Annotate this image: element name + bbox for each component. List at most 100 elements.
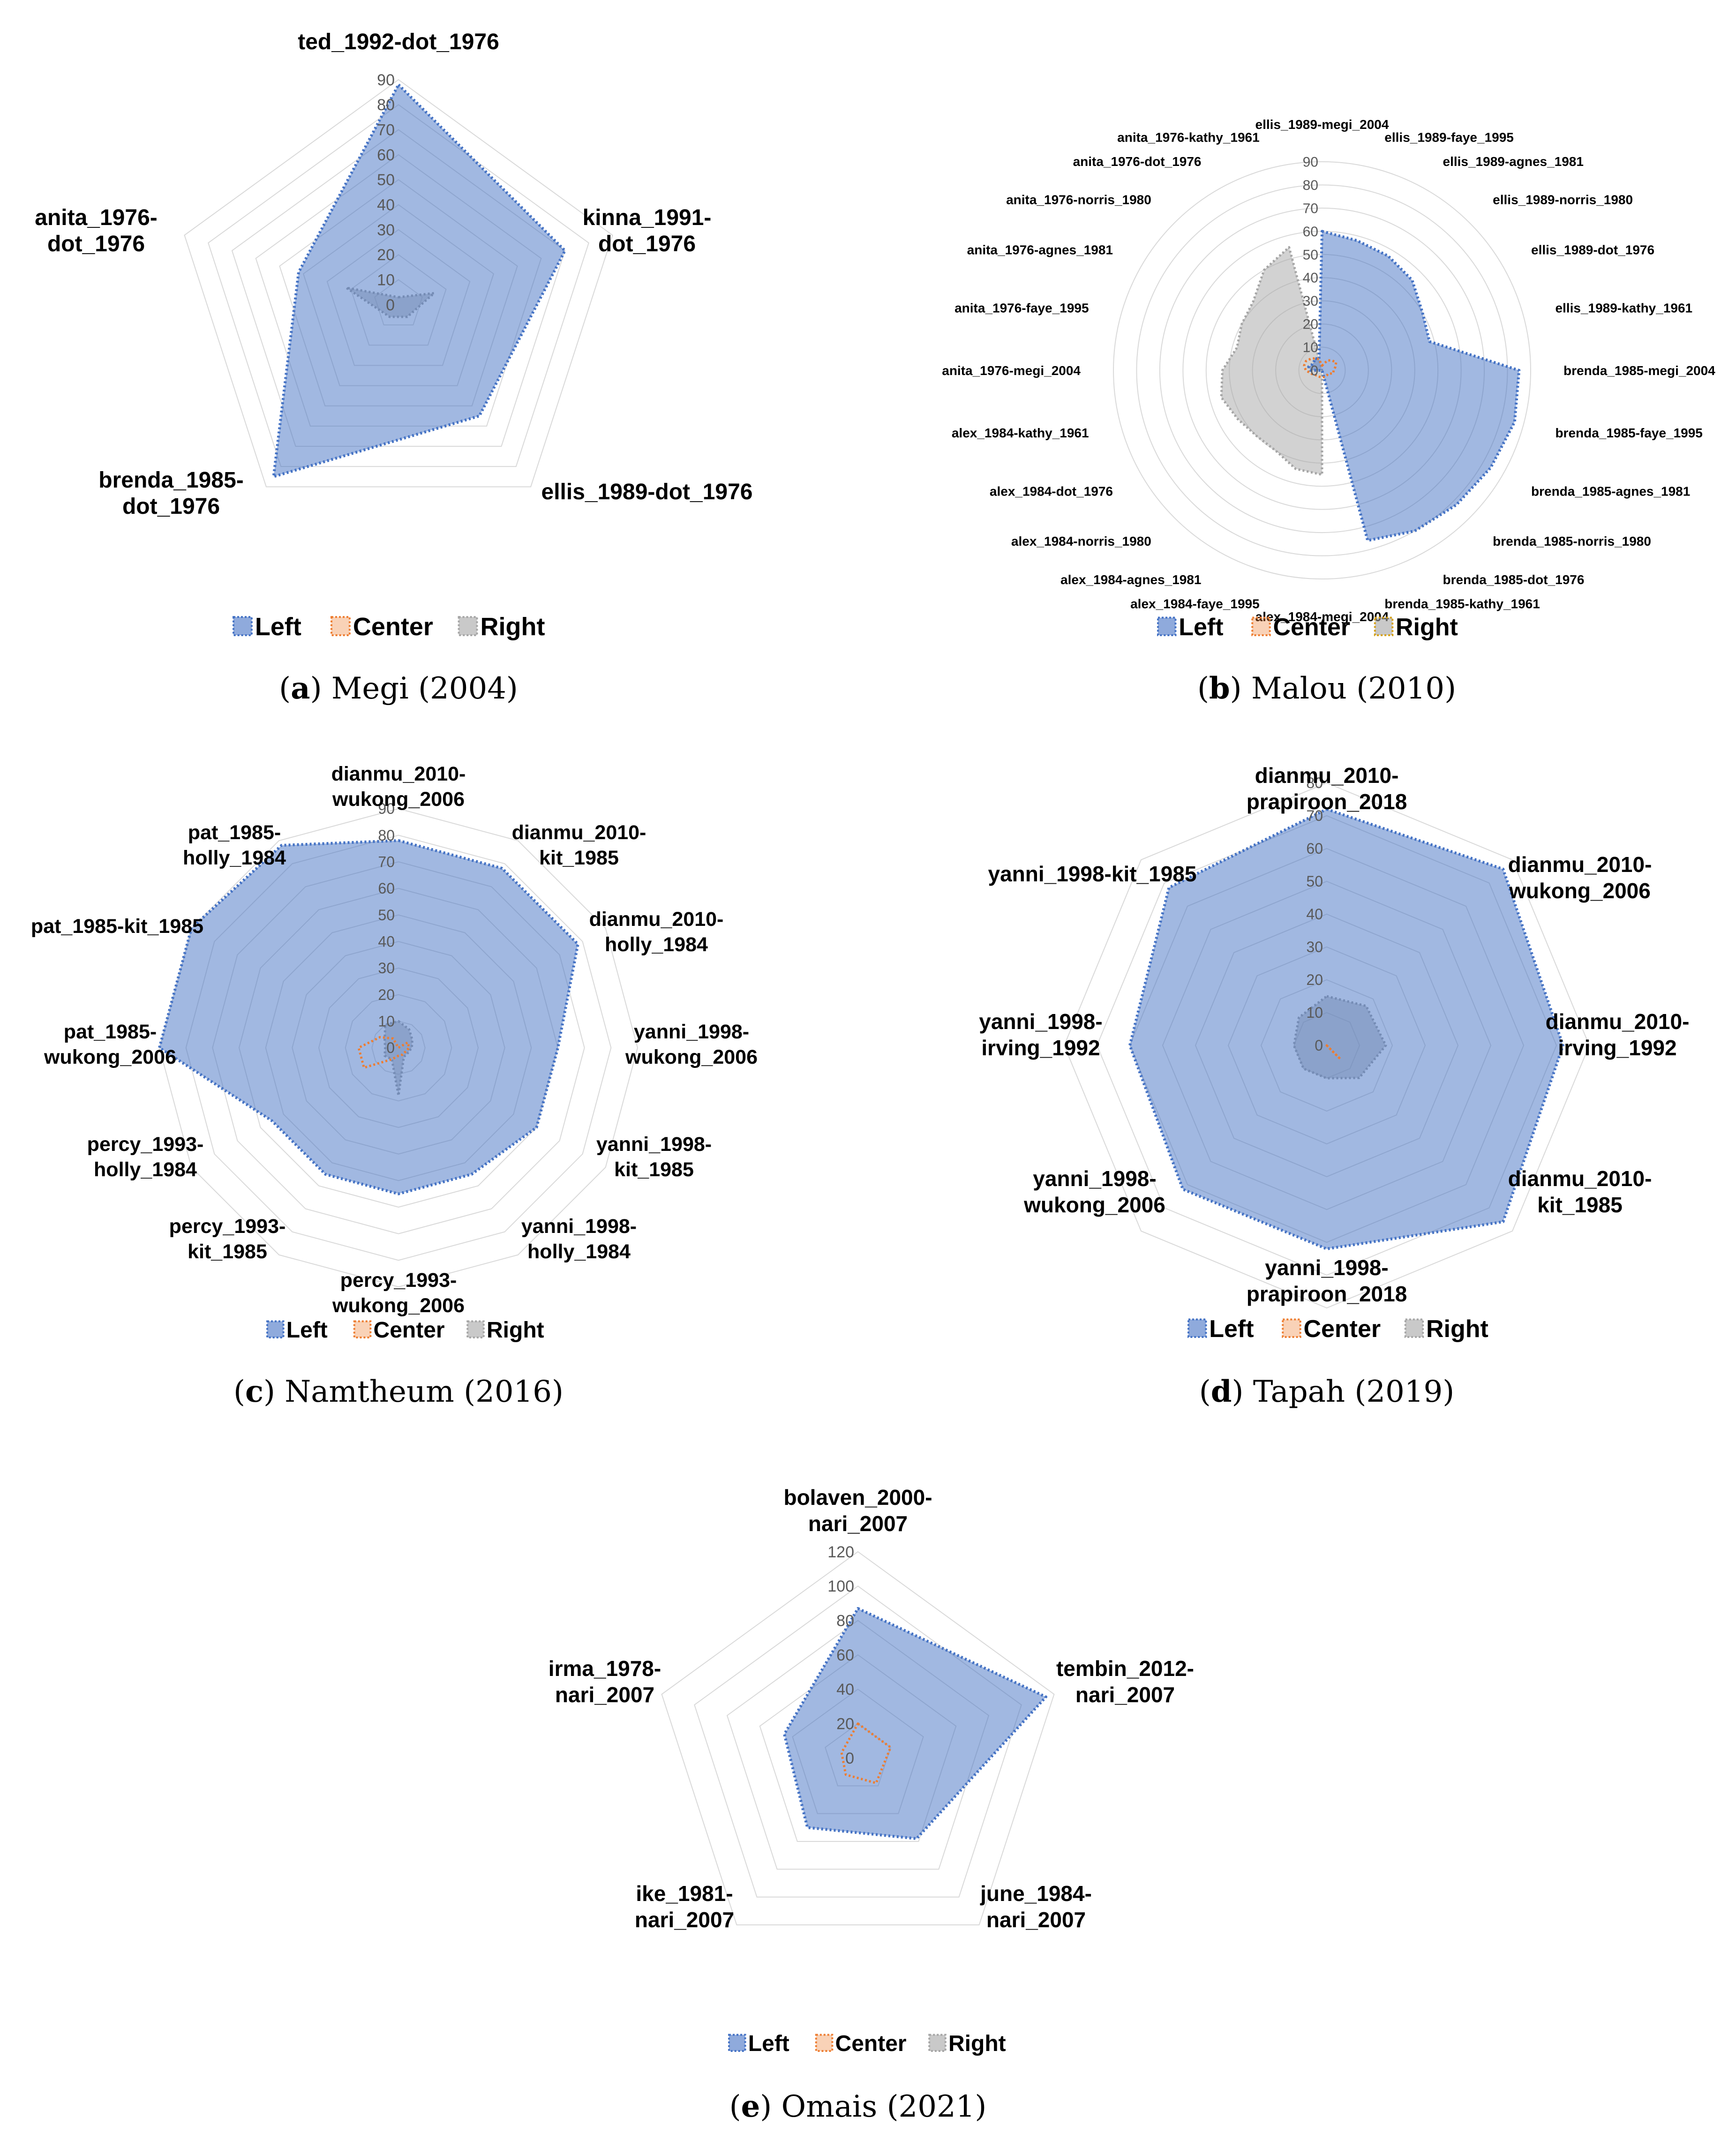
axis-label: percy_1993-holly_1984 — [87, 1133, 204, 1181]
tick-label: 10 — [377, 271, 395, 289]
tick-label: 20 — [378, 986, 395, 1003]
axis-label: brenda_1985-dot_1976 — [98, 468, 244, 519]
tick-label: 80 — [836, 1612, 854, 1630]
axis-label: yanni_1998-wukong_2006 — [1023, 1166, 1165, 1217]
tick-label: 80 — [378, 827, 395, 844]
legend-label-left: Left — [1209, 1315, 1254, 1343]
tick-label: 30 — [378, 960, 395, 977]
axis-label: alex_1984-faye_1995 — [1130, 596, 1260, 611]
legend-swatch-center — [815, 2034, 834, 2052]
axis-label: yanni_1998-irving_1992 — [979, 1009, 1102, 1060]
grid-ring — [661, 1551, 1055, 1925]
tick-label: 60 — [1303, 224, 1318, 240]
tick-label: 10 — [1306, 1004, 1323, 1021]
axis-label: dianmu_2010-wukong_2006 — [1508, 852, 1652, 903]
tick-label: 70 — [1303, 201, 1318, 216]
radar-chart-b: 0 10 20 30 40 50 60 70 80 90 ellis_1989-megi_2004e… — [942, 117, 1715, 706]
axis-label: irma_1978-nari_2007 — [549, 1656, 661, 1707]
series-center-e — [840, 1722, 892, 1784]
axis-label: kinna_1991-dot_1976 — [583, 205, 712, 256]
tick-label: 50 — [1303, 247, 1318, 263]
series-left-b — [1307, 230, 1521, 542]
legend-swatch-left — [1187, 1318, 1207, 1338]
axis-label: dianmu_2010-kit_1985 — [512, 821, 646, 869]
legend-label-right: Right — [487, 1318, 544, 1343]
caption-c: (c) Namtheum (2016) — [233, 1374, 564, 1409]
tick-label: 20 — [1306, 971, 1323, 988]
series-right-b — [1220, 246, 1323, 476]
tick-label: 10 — [1303, 340, 1318, 355]
legend-swatch-right — [466, 1320, 485, 1338]
tick-label: 60 — [377, 146, 395, 164]
tick-label: 0 — [1315, 1037, 1323, 1054]
axis-label: percy_1993-kit_1985 — [169, 1215, 286, 1263]
axis-label: anita_1976-dot_1976 — [1073, 154, 1202, 169]
radar-chart-e: 0 20 40 60 80 100 120 bolaven_2000-nari_2007tem… — [549, 1485, 1194, 2124]
axis-label: brenda_1985-kathy_1961 — [1384, 596, 1540, 611]
tick-label: 60 — [1306, 840, 1323, 857]
series-left-d — [1128, 808, 1564, 1250]
axis-label: anita_1976-norris_1980 — [1006, 193, 1151, 207]
legend-label-right: Right — [1396, 614, 1458, 641]
axis-label: yanni_1998-holly_1984 — [521, 1215, 637, 1263]
axis-label: brenda_1985-megi_2004 — [1563, 363, 1715, 378]
tick-label: 20 — [1303, 317, 1318, 332]
tick-label: 40 — [1306, 906, 1323, 923]
legend-label-right: Right — [481, 613, 545, 641]
tick-label: 0 — [386, 296, 395, 314]
tick-label: 80 — [1306, 774, 1323, 791]
axis-label: ellis_1989-norris_1980 — [1493, 193, 1633, 207]
caption-b: (b) Malou (2010) — [1197, 671, 1456, 706]
axis-label: alex_1984-dot_1976 — [990, 484, 1113, 498]
legend-swatch-left — [233, 616, 253, 636]
radar-chart-a: 0 10 20 30 40 50 60 70 80 90 ted_1992-dot_1976kinn… — [35, 30, 752, 706]
axis-label: ike_1981-nari_2007 — [635, 1881, 734, 1932]
series-left-a — [272, 83, 567, 478]
axis-label: pat_1985-wukong_2006 — [44, 1021, 176, 1068]
axis-label: anita_1976-megi_2004 — [942, 363, 1081, 378]
grid-ring — [1113, 161, 1531, 579]
axis-label: yanni_1998-wukong_2006 — [625, 1021, 758, 1068]
legend-swatch-left — [1157, 616, 1177, 637]
legend-swatch-center — [330, 616, 351, 636]
axis-label: brenda_1985-dot_1976 — [1443, 572, 1585, 587]
tick-label: 10 — [378, 1013, 395, 1030]
axis-label: yanni_1998-kit_1985 — [988, 862, 1197, 886]
axis-label: anita_1976-agnes_1981 — [967, 242, 1113, 257]
series-center-b — [1303, 357, 1338, 379]
axis-label: tembin_2012-nari_2007 — [1056, 1656, 1194, 1707]
series-left-e — [783, 1607, 1048, 1840]
tick-label: 90 — [377, 71, 395, 89]
tick-label: 70 — [1306, 807, 1323, 824]
axis-label: dianmu_2010-kit_1985 — [1508, 1166, 1652, 1217]
legend-swatch-left — [266, 1320, 285, 1338]
tick-label: 50 — [378, 907, 395, 924]
caption-d: (d) Tapah (2019) — [1199, 1374, 1454, 1409]
axis-label: brenda_1985-norris_1980 — [1493, 534, 1651, 548]
legend-swatch-left — [728, 2034, 746, 2052]
axis-label: dianmu_2010-irving_1992 — [1546, 1009, 1690, 1060]
legend-label-center: Center — [374, 1318, 445, 1343]
axis-label: percy_1993-wukong_2006 — [332, 1269, 465, 1317]
axis-label: pat_1985-kit_1985 — [31, 915, 203, 938]
axis-label: anita_1976-kathy_1961 — [1117, 130, 1260, 144]
tick-label: 20 — [377, 246, 395, 264]
legend-label-left: Left — [1179, 614, 1223, 641]
legend-swatch-right — [1404, 1318, 1424, 1338]
legend-label-center: Center — [1273, 614, 1350, 641]
axis-label: anita_1976-dot_1976 — [35, 205, 158, 256]
tick-label: 90 — [378, 800, 395, 817]
axis-label: ellis_1989-kathy_1961 — [1555, 301, 1692, 316]
tick-label: 40 — [1303, 270, 1318, 286]
axis-label: ellis_1989-dot_1976 — [541, 480, 753, 504]
legend-swatch-right — [1374, 616, 1394, 637]
tick-label: 70 — [377, 121, 395, 139]
tick-label: 40 — [836, 1681, 854, 1698]
legend-label-left: Left — [286, 1318, 328, 1343]
tick-label: 50 — [1306, 873, 1323, 890]
tick-label: 80 — [377, 96, 395, 114]
tick-label: 30 — [1303, 293, 1318, 309]
legend-label-left: Left — [255, 613, 301, 641]
axis-label: ellis_1989-dot_1976 — [1531, 242, 1654, 257]
